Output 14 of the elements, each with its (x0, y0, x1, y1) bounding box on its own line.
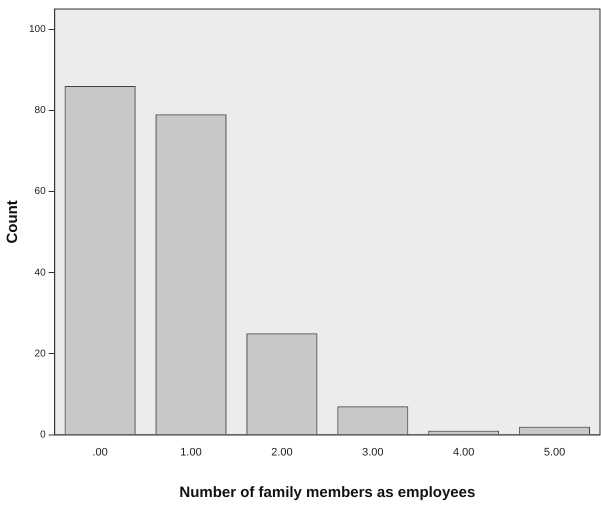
x-tick-label: .00 (92, 446, 108, 458)
x-tick-label: 2.00 (271, 446, 293, 458)
y-tick-label: 60 (34, 186, 46, 198)
x-axis-title: Number of family members as employees (179, 484, 476, 502)
y-axis-title: Count (4, 200, 22, 244)
x-tick-label: 5.00 (544, 446, 566, 458)
x-tick-label: 3.00 (362, 446, 384, 458)
y-tick-label: 0 (40, 430, 46, 441)
x-tick-label: 1.00 (180, 446, 202, 458)
y-tick-label: 40 (34, 267, 46, 278)
y-tick-label: 20 (34, 348, 46, 360)
y-tick-label: 80 (34, 105, 46, 116)
x-tick-label: 4.00 (452, 446, 474, 458)
y-tick-label: 100 (28, 24, 46, 36)
